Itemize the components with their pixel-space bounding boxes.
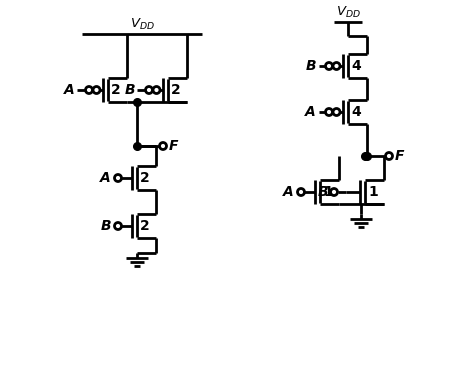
Circle shape xyxy=(153,86,160,94)
Circle shape xyxy=(85,86,92,94)
Text: B: B xyxy=(100,219,111,233)
Text: A: A xyxy=(305,105,316,119)
Circle shape xyxy=(159,142,166,150)
Circle shape xyxy=(298,188,304,196)
Circle shape xyxy=(333,62,340,70)
Circle shape xyxy=(333,108,340,116)
Circle shape xyxy=(326,108,332,116)
Circle shape xyxy=(115,223,121,230)
Text: 2: 2 xyxy=(171,83,181,97)
Text: 2: 2 xyxy=(140,219,150,233)
Text: $V_{DD}$: $V_{DD}$ xyxy=(129,17,155,32)
Text: 2: 2 xyxy=(111,83,121,97)
Circle shape xyxy=(115,175,121,181)
Text: A: A xyxy=(100,171,111,185)
Text: 2: 2 xyxy=(140,171,150,185)
Circle shape xyxy=(326,62,332,70)
Text: 4: 4 xyxy=(351,105,361,119)
Text: 4: 4 xyxy=(351,59,361,73)
Text: B: B xyxy=(124,83,135,97)
Text: B: B xyxy=(305,59,316,73)
Text: B: B xyxy=(318,185,328,199)
Text: F: F xyxy=(395,149,404,163)
Text: A: A xyxy=(283,185,294,199)
Text: 1: 1 xyxy=(323,185,333,199)
Circle shape xyxy=(385,153,392,159)
Text: F: F xyxy=(169,139,179,153)
Text: $V_{DD}$: $V_{DD}$ xyxy=(336,5,360,20)
Text: A: A xyxy=(64,83,75,97)
Text: 1: 1 xyxy=(368,185,378,199)
Circle shape xyxy=(93,86,100,94)
Circle shape xyxy=(330,188,337,196)
Circle shape xyxy=(146,86,153,94)
